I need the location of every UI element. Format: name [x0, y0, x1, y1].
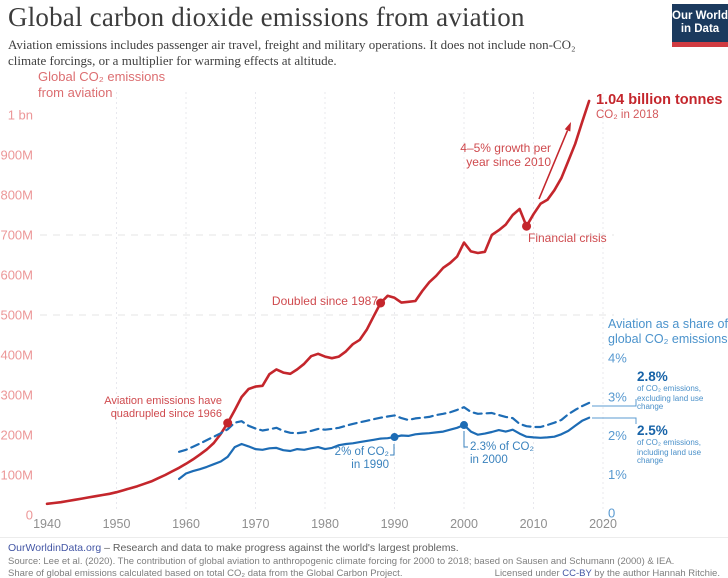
- connector-including-label: [592, 417, 637, 424]
- series-label-excluding-land-use: 2.8% of CO₂ emissions, excluding land us…: [637, 369, 704, 411]
- y-axis-left-tick-label: 800M: [0, 188, 33, 203]
- value-2018: 1.04 billion tonnes: [596, 92, 723, 108]
- annotation-2018-value: 1.04 billion tonnes CO₂ in 2018: [596, 92, 723, 121]
- left-axis-title: Global CO₂ emissions from aviation: [38, 69, 166, 100]
- y-axis-right-tick-label: 2%: [608, 428, 627, 443]
- y-axis-left-tick-label: 600M: [0, 268, 33, 283]
- x-axis-tick-label: 2000: [450, 517, 478, 531]
- marker-dot-1966[interactable]: [223, 418, 233, 428]
- footer-source: Source: Lee et al. (2020). The contribut…: [8, 556, 675, 567]
- owid-logo[interactable]: Our World in Data: [672, 4, 728, 47]
- marker-dot-2009[interactable]: [522, 221, 532, 231]
- x-axis-tick-label: 1990: [381, 517, 409, 531]
- y-axis-right-tick-label: 0: [608, 506, 615, 521]
- chart-footer: OurWorldinData.org – Research and data t…: [0, 537, 728, 578]
- subtitle-line-1: Aviation emissions includes passenger ai…: [8, 37, 576, 52]
- marker-dot-1990[interactable]: [390, 433, 399, 442]
- y-axis-left-tick-label: 200M: [0, 428, 33, 443]
- y-axis-left-tick-label: 500M: [0, 308, 33, 323]
- series-label-including-land-use: 2.5% of CO₂ emissions, including land us…: [637, 423, 702, 465]
- bracket-1990: [390, 444, 395, 456]
- growth-arrow-head: [564, 122, 571, 132]
- logo-line-2: in Data: [680, 23, 720, 35]
- marker-dot-1988[interactable]: [376, 298, 386, 308]
- share-excluding-land-use-line[interactable]: [178, 401, 591, 453]
- footer-license: Licensed under CC-BY by the author Hanna…: [494, 568, 720, 578]
- annotation-financial-crisis: Financial crisis: [528, 231, 607, 245]
- footer-note: Share of global emissions calculated bas…: [8, 568, 403, 578]
- y-axis-left-tick-label: 900M: [0, 148, 33, 163]
- bracket-2000: [463, 431, 468, 448]
- owid-link[interactable]: OurWorldinData.org: [8, 542, 102, 554]
- annotation-share-1990: 2% of CO₂ in 1990: [334, 446, 389, 471]
- x-axis-tick-label: 1970: [242, 517, 270, 531]
- y-axis-right-tick-label: 4%: [608, 351, 627, 366]
- annotation-share-2000: 2.3% of CO₂ in 2000: [470, 441, 534, 466]
- x-axis-tick-label: 1980: [311, 517, 339, 531]
- cc-by-link[interactable]: CC-BY: [562, 568, 592, 578]
- subtitle-line-2: climate forcings, or a multiplier for wa…: [8, 53, 337, 68]
- y-axis-right-tick-label: 3%: [608, 389, 627, 404]
- aviation-co2-emissions-line[interactable]: [45, 99, 591, 506]
- chart-subtitle: Aviation emissions includes passenger ai…: [8, 37, 576, 69]
- y-axis-left-tick-label: 1 bn: [8, 108, 33, 123]
- logo-line-1: Our World: [672, 10, 728, 22]
- right-axis-title: Aviation as a share of global CO₂ emissi…: [608, 317, 728, 346]
- growth-arrow-shaft: [538, 130, 569, 200]
- x-axis-tick-label: 1950: [103, 517, 131, 531]
- y-axis-left-tick-label: 400M: [0, 348, 33, 363]
- y-axis-left-tick-label: 100M: [0, 468, 33, 483]
- marker-dot-2000[interactable]: [460, 421, 468, 430]
- y-axis-right-tick-label: 1%: [608, 467, 627, 482]
- y-axis-left-tick-label: 700M: [0, 228, 33, 243]
- footer-tagline: OurWorldinData.org – Research and data t…: [8, 542, 459, 554]
- x-axis-tick-label: 2020: [589, 517, 617, 531]
- y-axis-left-tick-label: 0: [26, 508, 33, 523]
- y-axis-left-tick-label: 300M: [0, 388, 33, 403]
- share-including-land-use-line[interactable]: [178, 416, 591, 480]
- x-axis-tick-label: 1960: [172, 517, 200, 531]
- connector-excluding-label: [592, 399, 637, 407]
- page-title: Global carbon dioxide emissions from avi…: [8, 2, 525, 32]
- annotation-quadrupled-1966: Aviation emissions have quadrupled since…: [104, 395, 222, 420]
- annotation-growth-since-2010: 4–5% growth per year since 2010: [460, 141, 551, 169]
- x-axis-tick-label: 1940: [33, 517, 61, 531]
- x-axis-tick-label: 2010: [520, 517, 548, 531]
- annotation-doubled-1987: Doubled since 1987: [271, 294, 378, 308]
